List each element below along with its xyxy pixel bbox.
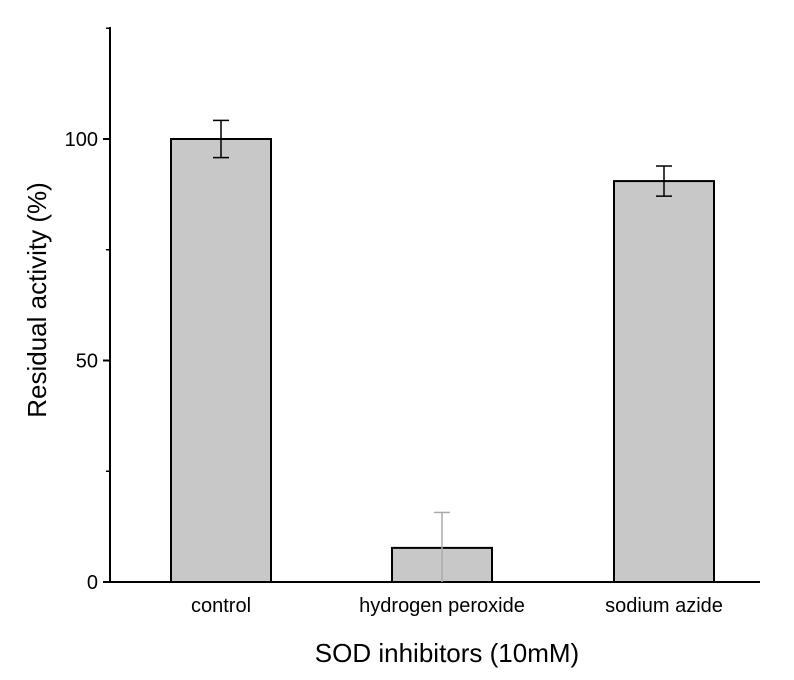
x-tick-label: sodium azide	[605, 595, 723, 617]
y-tick-label: 100	[65, 129, 98, 151]
error-bar	[656, 165, 672, 197]
error-bars	[213, 119, 672, 582]
bar-sodium-azide	[613, 180, 715, 584]
y-tick-label: 50	[76, 351, 98, 373]
x-tick-label: hydrogen peroxide	[359, 595, 525, 617]
x-axis-title: SOD inhibitors (10mM)	[315, 638, 579, 668]
x-tick-labels: control hydrogen peroxide sodium azide	[191, 595, 723, 617]
x-tick-label: control	[191, 595, 251, 617]
bar-control	[170, 138, 272, 583]
error-bar	[213, 119, 229, 159]
error-bar	[434, 511, 450, 582]
y-tick-label: 0	[87, 572, 98, 594]
y-axis-title: Residual activity (%)	[22, 182, 52, 418]
y-ticks: 0 50 100	[65, 27, 110, 594]
